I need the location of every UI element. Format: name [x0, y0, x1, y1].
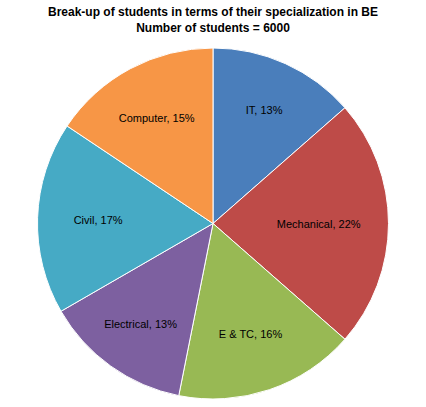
svg-text:Mechanical, 22%: Mechanical, 22%	[277, 218, 361, 230]
svg-text:IT, 13%: IT, 13%	[246, 104, 283, 116]
svg-text:Electrical, 13%: Electrical, 13%	[104, 318, 177, 330]
svg-text:Break-up of students in terms: Break-up of students in terms of their s…	[48, 5, 378, 35]
svg-text:Civil, 17%: Civil, 17%	[74, 214, 123, 226]
svg-text:E & TC, 16%: E & TC, 16%	[219, 328, 283, 340]
svg-text:Computer, 15%: Computer, 15%	[119, 112, 195, 124]
